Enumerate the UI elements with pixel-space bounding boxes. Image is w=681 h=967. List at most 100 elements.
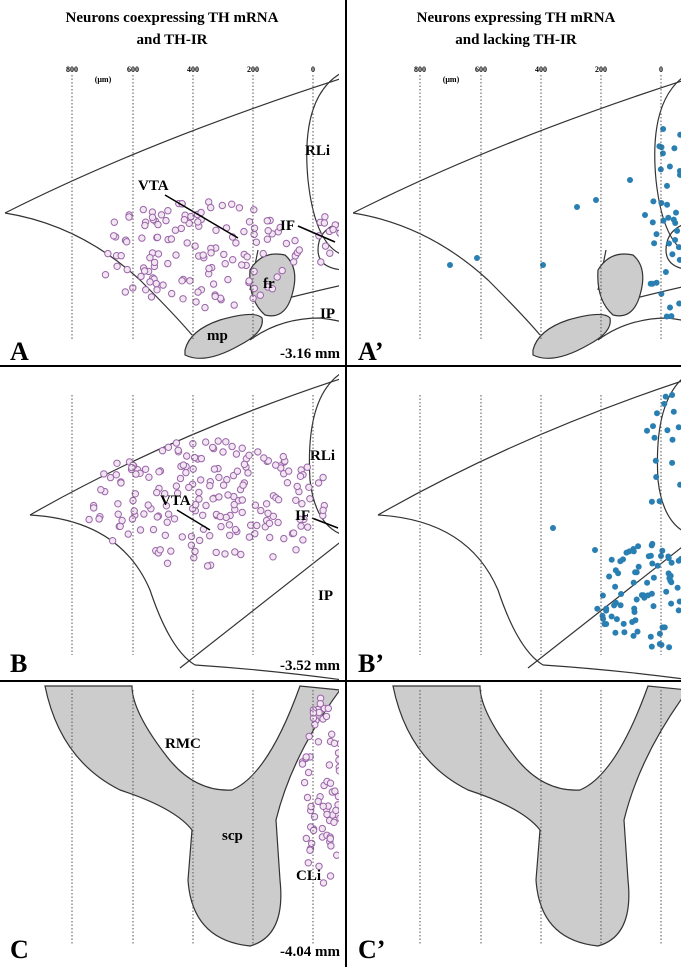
- region-label: RMC: [165, 736, 201, 752]
- neuron: [279, 452, 287, 461]
- neuron: [326, 779, 335, 787]
- neuron: [100, 470, 108, 478]
- neuron: [154, 250, 163, 258]
- neuron: [304, 859, 312, 867]
- neuron: [240, 460, 249, 468]
- scale-tick: 200: [247, 65, 259, 74]
- neuron: [110, 218, 119, 226]
- neuron: [328, 730, 336, 738]
- neuron: [305, 732, 313, 741]
- neuron: [323, 810, 331, 819]
- neuron: [232, 239, 240, 247]
- neuron: [327, 842, 335, 850]
- neuron: [139, 205, 148, 214]
- neuron: [668, 600, 675, 607]
- neuron: [162, 216, 170, 225]
- neuron: [276, 223, 284, 232]
- neuron: [664, 427, 671, 434]
- neuron: [259, 249, 267, 258]
- neuron: [141, 221, 149, 230]
- neuron: [651, 240, 658, 247]
- neuron: [648, 498, 655, 505]
- neuron: [123, 238, 131, 246]
- neuron: [325, 761, 334, 769]
- neuron: [314, 479, 323, 487]
- neuron: [168, 289, 176, 298]
- neuron: [331, 787, 339, 795]
- neuron: [223, 475, 231, 484]
- neuron: [334, 792, 339, 801]
- panel-label: A’: [358, 337, 384, 366]
- neuron: [178, 277, 186, 285]
- neuron: [170, 515, 179, 523]
- neuron: [124, 530, 132, 538]
- region-label: CLi: [296, 868, 321, 884]
- neuron: [164, 443, 173, 451]
- region-label: fr: [263, 276, 275, 292]
- neuron: [123, 265, 131, 274]
- neuron: [675, 424, 681, 431]
- neuron: [211, 292, 219, 301]
- neuron: [250, 267, 258, 276]
- neuron: [660, 217, 667, 224]
- neuron: [231, 525, 240, 534]
- neuron: [108, 537, 117, 545]
- neuron: [153, 513, 162, 521]
- neuron: [229, 256, 237, 264]
- neuron: [136, 526, 145, 534]
- neuron: [283, 479, 292, 487]
- neuron: [161, 531, 170, 539]
- panel-label: B: [10, 649, 27, 678]
- neuron: [142, 286, 150, 294]
- neuron: [659, 150, 666, 157]
- scale-tick: 0: [659, 65, 663, 74]
- neuron: [672, 220, 679, 226]
- neuron: [615, 570, 622, 577]
- neuron: [203, 562, 212, 570]
- neuron: [144, 501, 152, 509]
- neuron: [659, 547, 666, 554]
- neuron: [104, 249, 112, 258]
- neuron: [306, 495, 314, 503]
- scale-unit: (μm): [443, 75, 460, 84]
- neuron: [140, 510, 148, 518]
- neuron: [336, 229, 339, 237]
- neuron: [305, 483, 313, 491]
- neuron: [658, 200, 665, 206]
- neuron: [672, 237, 679, 243]
- neuron: [673, 209, 679, 216]
- neuron: [130, 507, 138, 515]
- neuron: [212, 548, 220, 557]
- neuron: [661, 400, 668, 407]
- neuron: [657, 166, 664, 173]
- left-column: VTA RLi IF fr mp IP VTA RLi IF IP RMC sc…: [4, 71, 339, 947]
- neuron: [599, 612, 606, 619]
- neuron: [318, 824, 326, 833]
- neuron: [621, 629, 628, 636]
- neuron: [675, 557, 681, 564]
- neuron: [260, 454, 268, 462]
- neuron: [114, 510, 122, 518]
- neuron: [307, 802, 315, 811]
- neuron: [129, 284, 137, 292]
- neuron: [245, 533, 254, 541]
- neuron: [174, 446, 182, 454]
- neuron: [230, 500, 238, 509]
- neuron: [334, 749, 339, 757]
- neuron: [173, 489, 182, 497]
- neuron: [154, 220, 162, 229]
- neuron: [603, 621, 610, 627]
- neuron: [677, 481, 681, 488]
- neuron: [240, 227, 248, 236]
- neuron: [176, 474, 185, 483]
- neuron: [677, 131, 681, 138]
- neuron: [654, 410, 660, 417]
- neuron: [668, 313, 675, 320]
- column-title: Neurons coexpressing TH mRNA: [66, 10, 279, 26]
- neuron: [297, 522, 305, 530]
- neuron: [207, 203, 215, 212]
- neuron: [649, 540, 656, 547]
- neuron: [608, 613, 615, 620]
- neuron: [209, 280, 218, 288]
